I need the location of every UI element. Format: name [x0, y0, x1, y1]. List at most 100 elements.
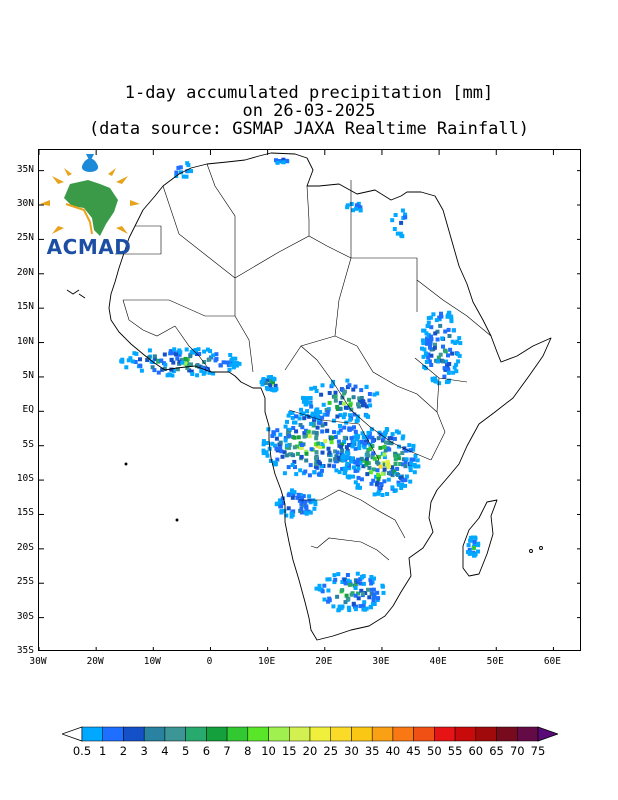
- rain-cell: [156, 370, 161, 375]
- rain-cell: [334, 468, 339, 473]
- rain-cell: [298, 468, 303, 473]
- rain-cell: [275, 160, 280, 165]
- rain-cell: [351, 601, 356, 606]
- rain-cell: [272, 388, 277, 393]
- rain-cell: [471, 550, 476, 555]
- rain-cell: [208, 349, 213, 354]
- rain-cell: [385, 427, 390, 432]
- rain-cell: [426, 352, 431, 357]
- rain-cell: [396, 456, 401, 461]
- rain-cell: [170, 373, 175, 378]
- rain-cell: [315, 425, 320, 430]
- rain-cell: [314, 412, 319, 416]
- rain-cell: [351, 208, 356, 213]
- lat-tick-label: 10S: [16, 473, 34, 485]
- colorbar-tick-label: 7: [223, 744, 231, 758]
- rain-cell: [299, 407, 303, 412]
- rain-cell: [432, 345, 437, 350]
- rain-cell: [382, 462, 387, 467]
- rain-cell: [352, 412, 357, 417]
- rain-cell: [409, 457, 414, 462]
- rain-cell: [357, 442, 362, 447]
- rain-cell: [261, 439, 266, 444]
- rain-cell: [428, 345, 432, 350]
- rain-cell: [292, 490, 297, 495]
- rain-cell: [296, 492, 301, 497]
- rain-cell: [361, 403, 365, 408]
- colorbar-swatch: [123, 726, 145, 742]
- rain-cell: [336, 572, 341, 577]
- rain-cell: [335, 407, 340, 411]
- rain-cell: [282, 471, 287, 476]
- rain-cell: [313, 464, 318, 469]
- colorbar-swatch: [517, 726, 539, 742]
- rain-cell: [344, 464, 349, 469]
- rain-cell: [268, 377, 273, 382]
- rain-cell: [336, 455, 341, 460]
- rain-cell: [229, 357, 234, 362]
- rain-cell: [447, 334, 452, 338]
- rain-cell: [411, 447, 416, 452]
- rain-cell: [380, 584, 385, 589]
- rain-cell: [350, 591, 355, 596]
- rain-cell: [398, 462, 403, 466]
- rain-cell: [195, 363, 200, 368]
- rain-cell: [390, 432, 395, 437]
- colorbar-low-arrow: [62, 726, 83, 742]
- rain-cell: [273, 383, 278, 388]
- lat-tick-label: 5N: [22, 369, 34, 381]
- rain-cell: [334, 454, 339, 459]
- title-line-2: on 26-03-2025: [242, 101, 376, 121]
- rain-cell: [307, 434, 312, 439]
- rain-cell: [320, 415, 325, 420]
- rain-cell: [322, 597, 327, 602]
- africa-coastline: [108, 152, 552, 641]
- rain-cell: [275, 501, 280, 506]
- rain-cell: [294, 429, 299, 434]
- rain-cell: [368, 447, 373, 451]
- rain-cell: [160, 367, 165, 372]
- rain-cell: [202, 360, 207, 364]
- rain-cell: [339, 444, 343, 449]
- rain-cell: [468, 538, 473, 543]
- rain-cell: [332, 464, 336, 469]
- rain-cell: [279, 509, 284, 514]
- rain-cell: [282, 450, 287, 455]
- rain-cell: [283, 424, 288, 429]
- rain-cell: [433, 342, 437, 347]
- rain-cell: [316, 459, 321, 464]
- rain-cell: [371, 478, 376, 483]
- rain-cell: [304, 449, 309, 454]
- rain-cell: [296, 435, 301, 440]
- rain-cell: [326, 599, 331, 604]
- rain-cell: [298, 508, 303, 513]
- rain-cell: [359, 439, 364, 444]
- rain-cell: [283, 436, 288, 440]
- rain-cell: [404, 457, 409, 462]
- rain-cell: [310, 411, 315, 416]
- colorbar-tick-label: 3: [140, 744, 148, 758]
- rain-cell: [202, 349, 207, 354]
- rain-cell: [441, 359, 446, 364]
- rain-cell: [354, 203, 359, 208]
- rain-cell: [431, 312, 436, 317]
- rain-cell: [467, 550, 472, 555]
- rain-cell: [162, 352, 167, 357]
- rain-cell: [294, 472, 299, 477]
- rain-cell: [398, 231, 403, 236]
- rain-cell: [325, 428, 330, 433]
- rain-cell: [335, 450, 340, 455]
- rain-cell: [309, 386, 314, 391]
- rain-cell: [300, 499, 305, 504]
- rain-cell: [169, 358, 174, 362]
- rain-cell: [340, 395, 345, 400]
- rain-cell: [338, 428, 343, 433]
- rain-cell: [308, 463, 313, 468]
- rain-cell: [133, 360, 138, 364]
- rain-cell: [228, 362, 233, 367]
- rain-cell: [372, 392, 377, 397]
- acmad-logo-text: ACMAD: [46, 235, 132, 259]
- rain-cell: [340, 442, 345, 447]
- rain-cell: [376, 461, 381, 466]
- rain-cell: [382, 467, 387, 472]
